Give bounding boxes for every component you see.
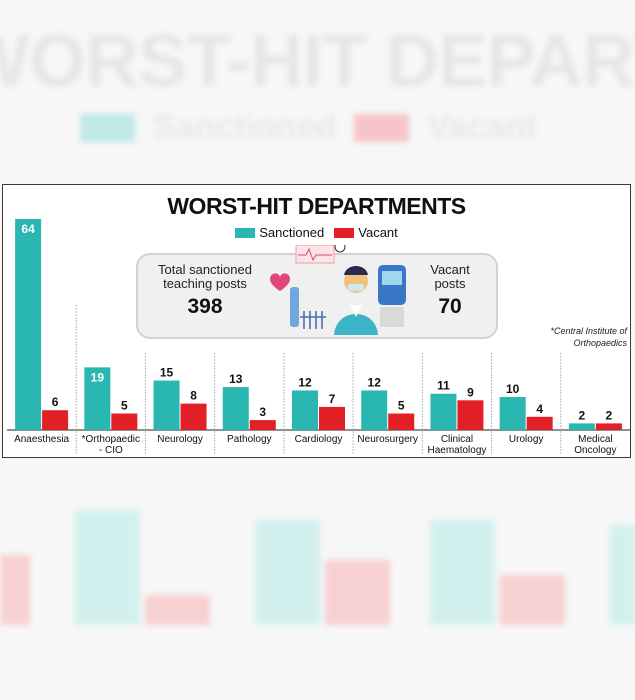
bar-sanctioned-4: [292, 390, 318, 430]
background-legend-sanctioned-swatch: [80, 113, 135, 142]
background-bars: [0, 465, 635, 700]
category-label: Pathology: [227, 434, 271, 445]
category-label: Oncology: [574, 445, 616, 456]
background-legend-vacant-swatch: [354, 113, 410, 142]
bar-value-label: 5: [121, 399, 128, 413]
vacant-posts-label: Vacant posts: [408, 263, 492, 291]
bar-vacant-8: [595, 423, 622, 430]
bar-vacant-7: [526, 416, 553, 430]
sanctioned-posts-value: 398: [187, 295, 223, 318]
chart-title: WORST-HIT DEPARTMENTS: [167, 193, 466, 219]
bar-value-label: 4: [536, 402, 543, 416]
bar-sanctioned-3: [222, 387, 249, 430]
bar-value-label: 2: [579, 408, 586, 422]
bar-sanctioned-2: [153, 380, 180, 430]
category-label: Clinical: [441, 434, 473, 445]
legend-item-vacant: Vacant: [334, 225, 398, 240]
bar-value-label: 10: [506, 382, 520, 396]
bar-sanctioned-8: [568, 423, 595, 430]
ventilator-icon: [378, 265, 406, 327]
category-label: *Orthopaedic: [82, 434, 140, 445]
bar-vacant-6: [457, 400, 484, 430]
legend-swatch-vacant: [334, 227, 355, 238]
chart-card: WORST-HIT DEPARTMENTS Sanctioned Vacant …: [2, 184, 631, 458]
vacant-posts-label-line1: Vacant: [430, 262, 470, 277]
background-legend: Sanctioned Vacant: [80, 108, 537, 147]
info-icon: [334, 245, 346, 253]
category-label: - CIO: [99, 445, 123, 456]
bar-value-label: 9: [467, 385, 474, 399]
doctor-icon: [334, 266, 378, 335]
category-label: Haematology: [427, 445, 486, 456]
doctor-illustration: [270, 245, 406, 335]
bar-value-label: 12: [298, 375, 312, 389]
bar-sanctioned-6: [430, 393, 457, 430]
chart-legend: Sanctioned Vacant: [3, 225, 630, 240]
legend-label-vacant: Vacant: [358, 225, 398, 240]
category-label: Urology: [509, 434, 543, 445]
bar-vacant-5: [388, 413, 415, 430]
bar-sanctioned-7: [499, 397, 526, 430]
bar-vacant-2: [180, 403, 207, 430]
background-title: WORST-HIT DEPARTMENTS: [0, 19, 635, 102]
bar-sanctioned-1: [84, 367, 111, 430]
oxygen-cylinder-icon: [290, 287, 299, 327]
background-legend-vacant-label: Vacant: [427, 108, 537, 146]
bar-value-label: 6: [52, 395, 59, 409]
footnote-line1: *Central Institute of: [550, 326, 627, 336]
bed-rail-icon: [300, 311, 326, 329]
bar-value-label: 7: [329, 392, 336, 406]
category-label: Neurosurgery: [357, 434, 418, 445]
bar-value-label: 8: [190, 389, 197, 403]
legend-label-sanctioned: Sanctioned: [259, 225, 325, 240]
legend-item-sanctioned: Sanctioned: [235, 225, 324, 240]
bar-value-label: 13: [229, 372, 243, 386]
bar-value-label: 19: [91, 370, 105, 384]
category-label: Neurology: [157, 434, 203, 445]
category-label: Medical: [578, 434, 612, 445]
bar-vacant-4: [319, 406, 345, 430]
bar-value-label: 11: [437, 379, 450, 393]
bar-value-label: 12: [368, 375, 382, 389]
bar-vacant-3: [249, 420, 276, 430]
vacant-posts-value: 70: [438, 295, 462, 318]
bar-sanctioned-0: [15, 219, 42, 430]
footnote-line2: Orthopaedics: [573, 338, 627, 348]
bar-vacant-1: [111, 413, 138, 430]
summary-panel: Total sanctioned teaching posts 398: [136, 245, 498, 339]
category-label: Cardiology: [295, 434, 343, 445]
sanctioned-posts-label-line2: teaching posts: [163, 276, 247, 291]
category-label: Anaesthesia: [14, 434, 69, 445]
footnote: *Central Institute of Orthopaedics: [523, 325, 627, 349]
bar-value-label: 3: [259, 405, 266, 419]
bar-value-label: 5: [398, 399, 405, 413]
bar-vacant-0: [42, 410, 69, 430]
bar-value-label: 64: [21, 222, 35, 236]
vacant-posts-label-line2: posts: [434, 276, 466, 291]
heart-icon: [270, 273, 290, 291]
sanctioned-posts-label-line1: Total sanctioned: [158, 262, 252, 277]
bar-chart: 64 6 Anaesthesia 19 5 *Orthopaedic- CIO 15 8 Neu…: [7, 219, 630, 456]
background-legend-sanctioned-label: Sanctioned: [153, 108, 337, 146]
bar-value-label: 15: [160, 366, 174, 380]
sanctioned-posts-label: Total sanctioned teaching posts: [146, 263, 264, 291]
bar-sanctioned-5: [361, 390, 388, 430]
legend-swatch-sanctioned: [235, 227, 256, 238]
bar-value-label: 2: [606, 408, 613, 422]
monitor-chart-icon: [295, 245, 335, 264]
